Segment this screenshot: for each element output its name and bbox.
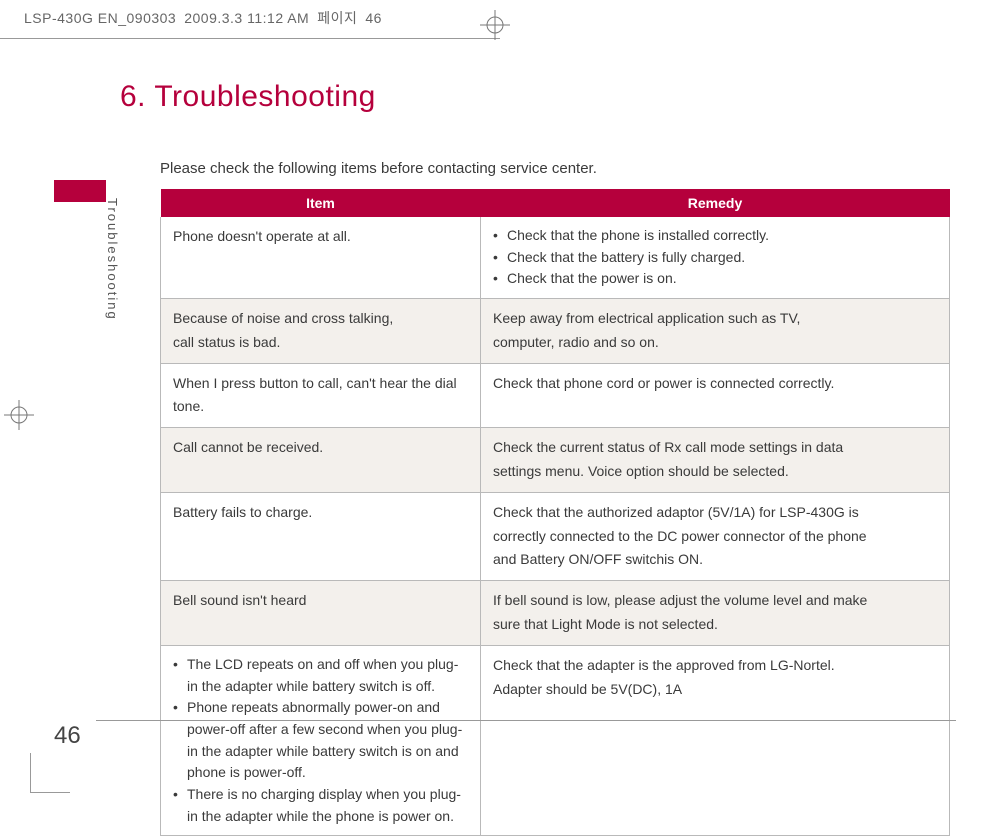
list-item: There is no charging display when you pl… [173, 784, 468, 827]
registration-mark-icon [480, 10, 510, 40]
table-row: Phone doesn't operate at all. Check that … [161, 217, 950, 299]
crop-filename: LSP-430G EN_090303 [24, 10, 176, 26]
content-area: 6. Troubleshooting Please check the foll… [60, 80, 960, 836]
table-header-item: Item [161, 189, 481, 217]
table-cell-remedy: Keep away from electrical application su… [481, 299, 950, 364]
table-cell-item: Battery fails to charge. [161, 492, 481, 580]
table-row: Bell sound isn't heardIf bell sound is l… [161, 581, 950, 646]
table-row: When I press button to call, can't hear … [161, 363, 950, 428]
remedy-bullet-list: Check that the phone is installed correc… [493, 225, 937, 290]
table-body: Phone doesn't operate at all.Check that … [161, 217, 950, 836]
table-header-remedy: Remedy [481, 189, 950, 217]
table-cell-item: Phone doesn't operate at all. [161, 217, 481, 299]
list-item: Check that the power is on. [493, 268, 937, 290]
crop-rule-top [0, 38, 500, 39]
crop-header: LSP-430G EN_090303 2009.3.3 11:12 AM 페이지… [24, 8, 382, 28]
list-item: Phone repeats abnormally power-on and po… [173, 697, 468, 784]
table-cell-remedy: Check that the authorized adaptor (5V/1A… [481, 492, 950, 580]
intro-text: Please check the following items before … [160, 160, 960, 177]
table-cell-item: The LCD repeats on and off when you plug… [161, 645, 481, 836]
list-item: Check that the battery is fully charged. [493, 247, 937, 269]
table-row: Call cannot be received.Check the curren… [161, 428, 950, 493]
page-footer-rule [96, 720, 956, 721]
table-cell-item: Call cannot be received. [161, 428, 481, 493]
table-row: Because of noise and cross talking, call… [161, 299, 950, 364]
crop-page-word: 페이지 [317, 8, 357, 28]
page-title: 6. Troubleshooting [120, 80, 960, 114]
crop-timestamp: 2009.3.3 11:12 AM [184, 10, 309, 26]
troubleshooting-table: Item Remedy Phone doesn't operate at all… [160, 189, 950, 836]
table-cell-item: Because of noise and cross talking, call… [161, 299, 481, 364]
table-row: The LCD repeats on and off when you plug… [161, 645, 950, 836]
table-cell-remedy: If bell sound is low, please adjust the … [481, 581, 950, 646]
registration-mark-icon [4, 400, 34, 430]
table-header-row: Item Remedy [161, 189, 950, 217]
table-cell-item: When I press button to call, can't hear … [161, 363, 481, 428]
item-bullet-list: The LCD repeats on and off when you plug… [173, 654, 468, 828]
table-cell-remedy: Check the current status of Rx call mode… [481, 428, 950, 493]
table-cell-remedy: Check that the phone is installed correc… [481, 217, 950, 299]
table-cell-remedy: Check that phone cord or power is connec… [481, 363, 950, 428]
list-item: The LCD repeats on and off when you plug… [173, 654, 468, 697]
table-row: Battery fails to charge.Check that the a… [161, 492, 950, 580]
table-cell-remedy: Check that the adapter is the approved f… [481, 645, 950, 836]
table-cell-item: Bell sound isn't heard [161, 581, 481, 646]
page-root: LSP-430G EN_090303 2009.3.3 11:12 AM 페이지… [0, 0, 1002, 833]
page-number: 46 [54, 722, 81, 750]
list-item: Check that the phone is installed correc… [493, 225, 937, 247]
crop-page-num: 46 [365, 10, 382, 26]
